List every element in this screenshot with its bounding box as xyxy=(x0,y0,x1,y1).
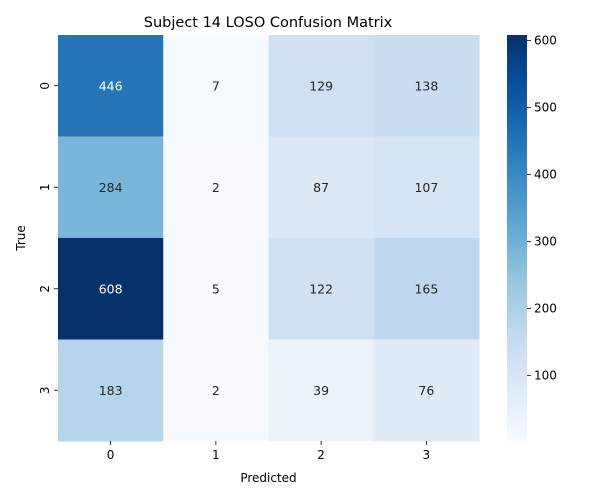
y-axis-label: True xyxy=(14,225,28,252)
cell-value-label: 107 xyxy=(414,180,438,195)
x-tick-label: 2 xyxy=(317,448,325,462)
chart-title: Subject 14 LOSO Confusion Matrix xyxy=(144,15,393,31)
cell-value-label: 39 xyxy=(313,383,329,398)
heatmap-cell xyxy=(58,339,164,442)
cell-value-label: 608 xyxy=(99,281,123,296)
cell-value-label: 76 xyxy=(418,383,434,398)
heatmap-cell xyxy=(373,35,480,137)
heatmap-cell xyxy=(268,339,375,442)
x-tick-label: 1 xyxy=(212,448,220,462)
heatmap-cell xyxy=(163,35,269,137)
y-tick-label: 3 xyxy=(38,386,52,394)
heatmap-cell xyxy=(163,339,269,442)
cell-value-label: 284 xyxy=(99,180,123,195)
heatmap-cell xyxy=(268,35,375,137)
heatmap-cell xyxy=(163,238,269,340)
colorbar-tick-label: 600 xyxy=(534,33,557,47)
cell-value-label: 5 xyxy=(212,281,220,296)
cell-value-label: 129 xyxy=(309,78,333,93)
heatmap-cell xyxy=(58,136,164,239)
colorbar: 100 200 300 400 500 600 xyxy=(507,33,557,441)
heatmap-cell xyxy=(268,238,375,340)
cell-value-label: 87 xyxy=(313,180,329,195)
heatmap-cell xyxy=(373,136,480,239)
heatmap-cell xyxy=(58,238,164,340)
y-tick-label: 1 xyxy=(38,183,52,191)
colorbar-tick-label: 100 xyxy=(534,368,557,382)
heatmap-cell xyxy=(373,339,480,442)
heatmap-cell xyxy=(163,136,269,239)
heatmap-cell xyxy=(268,136,375,239)
y-tick-label: 0 xyxy=(38,82,52,90)
cell-value-label: 122 xyxy=(309,281,333,296)
heatmap-cells: 446 7 129 138 284 2 87 107 608 5 122 165 183 2 39 76 xyxy=(58,35,480,442)
colorbar-gradient xyxy=(507,35,527,441)
cell-value-label: 165 xyxy=(414,281,438,296)
x-tick-label: 0 xyxy=(107,448,115,462)
colorbar-tick-label: 500 xyxy=(534,100,557,114)
cell-value-label: 2 xyxy=(212,180,220,195)
colorbar-tick-label: 400 xyxy=(534,167,557,181)
cell-value-label: 183 xyxy=(99,383,123,398)
colorbar-tick-label: 200 xyxy=(534,301,557,315)
x-tick-label: 3 xyxy=(423,448,431,462)
cell-value-label: 138 xyxy=(414,78,438,93)
x-axis: 0 1 2 3 xyxy=(107,441,430,462)
cell-value-label: 2 xyxy=(212,383,220,398)
heatmap-cell xyxy=(373,238,480,340)
x-axis-label: Predicted xyxy=(240,471,296,485)
cell-value-label: 446 xyxy=(99,78,123,93)
heatmap-cell xyxy=(58,35,164,137)
y-tick-label: 2 xyxy=(38,285,52,293)
colorbar-tick-label: 300 xyxy=(534,234,557,248)
cell-value-label: 7 xyxy=(212,78,220,93)
y-axis: 0 1 2 3 xyxy=(38,82,58,394)
